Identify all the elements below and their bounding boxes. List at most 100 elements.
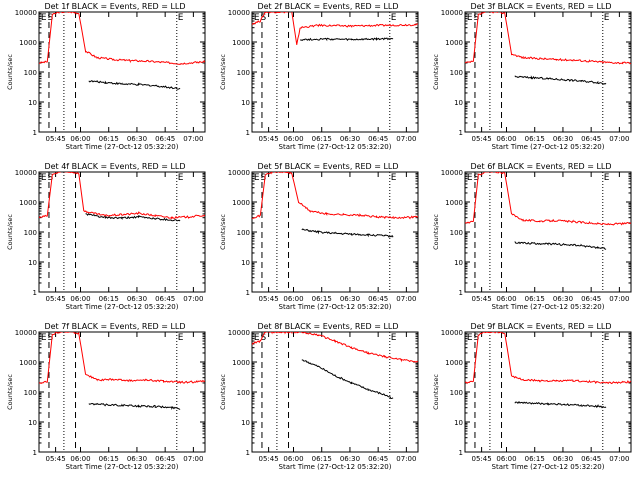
y-axis-label: Counts/sec bbox=[432, 54, 440, 90]
x-tick-label: 05:45 bbox=[259, 135, 279, 143]
y-axis-label: Counts/sec bbox=[432, 374, 440, 410]
interval-marker: E bbox=[467, 13, 473, 23]
x-tick-label: 06:45 bbox=[368, 135, 388, 143]
y-tick-label: 10 bbox=[454, 419, 463, 427]
y-tick-label: 100 bbox=[237, 69, 250, 77]
panel-title: Det 9f BLACK = Events, RED = LLD bbox=[470, 322, 611, 331]
x-axis-label: Start Time (27-Oct-12 05:32:20) bbox=[492, 463, 605, 471]
x-axis-label: Start Time (27-Oct-12 05:32:20) bbox=[279, 303, 392, 311]
x-tick-label: 06:45 bbox=[155, 135, 175, 143]
y-tick-label: 1 bbox=[246, 129, 250, 137]
lld-series-line bbox=[465, 172, 631, 226]
events-series-line bbox=[88, 402, 181, 411]
lld-series-line bbox=[465, 12, 631, 65]
y-tick-label: 100 bbox=[237, 229, 250, 237]
x-tick-label: 06:45 bbox=[368, 455, 388, 463]
x-tick-label: 05:45 bbox=[259, 455, 279, 463]
y-tick-label: 1 bbox=[459, 449, 463, 457]
interval-marker: S bbox=[260, 173, 266, 183]
y-tick-label: 10000 bbox=[441, 169, 463, 177]
interval-marker: E bbox=[254, 333, 260, 343]
y-tick-label: 10 bbox=[241, 259, 250, 267]
y-tick-label: 10000 bbox=[15, 329, 37, 337]
y-tick-label: 10 bbox=[28, 259, 37, 267]
x-tick-label: 06:30 bbox=[127, 455, 147, 463]
y-tick-label: 100 bbox=[450, 389, 463, 397]
x-tick-label: 05:45 bbox=[472, 455, 492, 463]
x-tick-label: 06:00 bbox=[283, 295, 303, 303]
x-tick-label: 06:00 bbox=[70, 295, 90, 303]
events-series-line bbox=[88, 79, 181, 90]
lld-series-line bbox=[39, 332, 205, 385]
interval-marker: E bbox=[391, 333, 397, 343]
x-tick-label: 06:45 bbox=[581, 295, 601, 303]
y-tick-label: 100 bbox=[24, 69, 37, 77]
panel-title: Det 1f BLACK = Events, RED = LLD bbox=[44, 2, 185, 11]
y-tick-label: 1 bbox=[33, 129, 37, 137]
interval-marker: E bbox=[41, 13, 47, 23]
interval-marker: E bbox=[391, 173, 397, 183]
x-tick-label: 06:15 bbox=[99, 455, 119, 463]
interval-marker: S bbox=[47, 173, 53, 183]
x-axis-label: Start Time (27-Oct-12 05:32:20) bbox=[279, 143, 392, 151]
interval-marker: E bbox=[467, 333, 473, 343]
y-tick-label: 10 bbox=[241, 419, 250, 427]
interval-marker: E bbox=[391, 13, 397, 23]
interval-marker: E bbox=[604, 333, 610, 343]
events-series-line bbox=[300, 36, 394, 42]
x-axis-label: Start Time (27-Oct-12 05:32:20) bbox=[66, 143, 179, 151]
x-tick-label: 06:00 bbox=[283, 135, 303, 143]
x-tick-label: 05:45 bbox=[46, 455, 66, 463]
x-tick-label: 06:30 bbox=[340, 135, 360, 143]
interval-marker: E bbox=[178, 333, 184, 343]
y-tick-label: 1 bbox=[459, 129, 463, 137]
y-tick-label: 10000 bbox=[15, 169, 37, 177]
events-series-line bbox=[514, 401, 607, 409]
y-axis-label: Counts/sec bbox=[219, 54, 227, 90]
x-tick-label: 06:15 bbox=[525, 455, 545, 463]
y-axis-label: Counts/sec bbox=[6, 374, 14, 410]
y-tick-label: 1000 bbox=[19, 359, 37, 367]
panel-title: Det 6f BLACK = Events, RED = LLD bbox=[470, 162, 611, 171]
x-tick-label: 06:45 bbox=[155, 295, 175, 303]
lld-series-line bbox=[252, 172, 418, 220]
x-axis-label: Start Time (27-Oct-12 05:32:20) bbox=[66, 463, 179, 471]
y-axis-label: Counts/sec bbox=[432, 214, 440, 250]
x-tick-label: 07:00 bbox=[609, 135, 629, 143]
x-tick-label: 05:45 bbox=[472, 135, 492, 143]
lld-series-line bbox=[465, 332, 631, 385]
y-tick-label: 1000 bbox=[232, 359, 250, 367]
y-tick-label: 100 bbox=[450, 69, 463, 77]
x-tick-label: 05:45 bbox=[472, 295, 492, 303]
panel-title: Det 7f BLACK = Events, RED = LLD bbox=[44, 322, 185, 331]
interval-marker: S bbox=[473, 333, 479, 343]
x-tick-label: 06:30 bbox=[340, 455, 360, 463]
panel-title: Det 5f BLACK = Events, RED = LLD bbox=[257, 162, 398, 171]
y-axis-label: Counts/sec bbox=[219, 374, 227, 410]
y-tick-label: 100 bbox=[450, 229, 463, 237]
y-tick-label: 10 bbox=[28, 419, 37, 427]
x-tick-label: 06:45 bbox=[581, 455, 601, 463]
interval-marker: E bbox=[178, 173, 184, 183]
lld-series-line bbox=[39, 12, 205, 65]
interval-marker: S bbox=[47, 13, 53, 23]
y-tick-label: 1 bbox=[459, 289, 463, 297]
interval-marker: E bbox=[41, 173, 47, 183]
lld-series-line bbox=[252, 332, 418, 363]
lld-series-line bbox=[252, 12, 418, 45]
x-tick-label: 06:15 bbox=[312, 295, 332, 303]
x-tick-label: 06:30 bbox=[553, 295, 573, 303]
events-series-line bbox=[514, 75, 607, 85]
x-tick-label: 06:15 bbox=[312, 135, 332, 143]
events-series-line bbox=[514, 241, 607, 250]
y-tick-label: 100 bbox=[24, 389, 37, 397]
y-axis-label: Counts/sec bbox=[219, 214, 227, 250]
x-tick-label: 05:45 bbox=[259, 295, 279, 303]
x-tick-label: 06:00 bbox=[70, 455, 90, 463]
x-tick-label: 06:15 bbox=[312, 455, 332, 463]
